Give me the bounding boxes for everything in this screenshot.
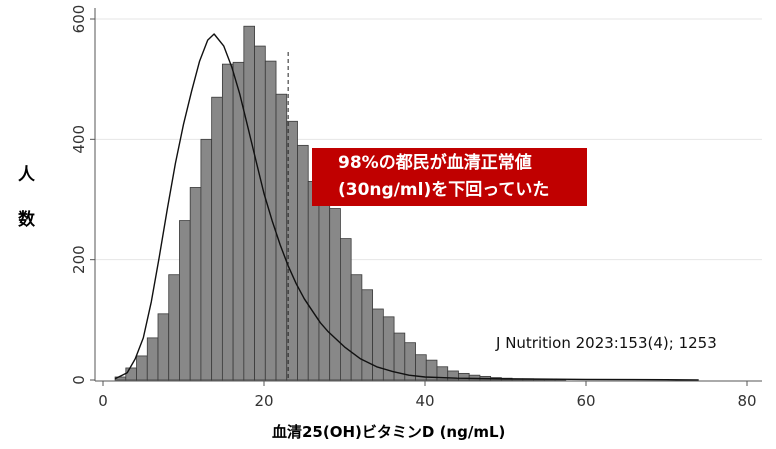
bar-6 [179, 220, 191, 381]
bar-12 [243, 25, 255, 381]
bar-14 [264, 60, 277, 381]
density-curve [114, 33, 699, 381]
bar-19 [318, 188, 331, 381]
bar-4 [157, 313, 170, 381]
bar-5 [168, 274, 180, 381]
density-curve-group [114, 33, 699, 381]
bar-11 [232, 61, 245, 381]
x-tick-label-3: 60 [576, 392, 595, 410]
y-axis-label-char-2: 数 [18, 210, 35, 230]
y-tick-label-3: 600 [70, 5, 88, 34]
y-tick-labels: 0 200 400 600 [70, 5, 95, 385]
bar-18 [307, 181, 320, 381]
callout-line-2: (30ng/ml)を下回っていた [338, 180, 550, 200]
histogram-bars [114, 25, 567, 381]
bar-9 [211, 96, 223, 381]
x-tick-labels: 0 20 40 60 80 [98, 381, 757, 410]
bar-1 [125, 367, 137, 381]
x-tick-label-0: 0 [98, 392, 108, 410]
x-tick-label-1: 20 [254, 392, 273, 410]
bar-2 [136, 355, 148, 381]
y-tick-label-1: 200 [70, 245, 88, 274]
bar-33 [468, 374, 481, 381]
y-axis-label-char-1: 人 [18, 165, 35, 185]
citation-text: J Nutrition 2023:153(4); 1253 [496, 334, 717, 352]
bar-17 [297, 144, 309, 381]
callout-line-1: 98%の都民が血清正常値 [338, 153, 532, 173]
bar-20 [329, 208, 341, 381]
bar-10 [221, 63, 234, 381]
bar-7 [189, 187, 202, 381]
bar-22 [350, 274, 363, 381]
x-tick-label-4: 80 [737, 392, 756, 410]
bar-23 [361, 289, 374, 381]
y-tick-label-2: 400 [70, 125, 88, 154]
bar-13 [254, 45, 266, 381]
callout-box: 98%の都民が血清正常値 (30ng/ml)を下回っていた [312, 148, 587, 206]
x-axis-title: 血清25(OH)ビタミンD (ng/mL) [272, 423, 506, 441]
bar-21 [340, 238, 352, 381]
bar-24 [372, 308, 384, 381]
y-tick-label-0: 0 [70, 375, 88, 385]
bar-3 [146, 337, 159, 381]
x-tick-label-2: 40 [415, 392, 434, 410]
axes [94, 8, 762, 382]
bar-8 [200, 138, 213, 381]
